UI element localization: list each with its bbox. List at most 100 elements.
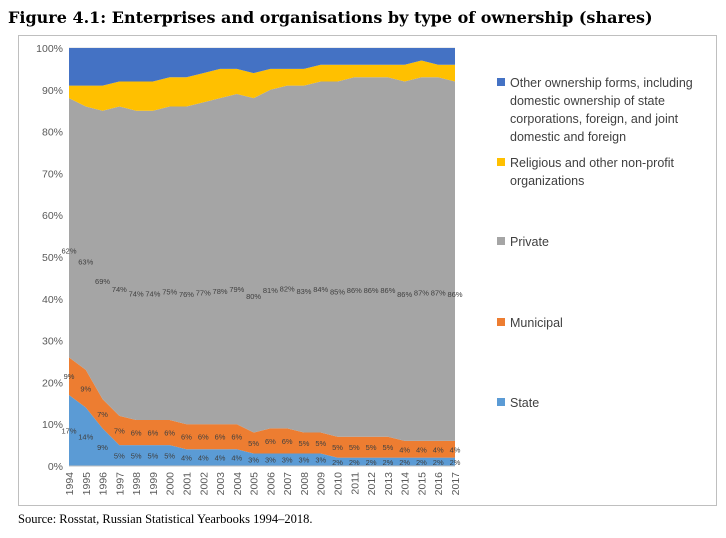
area-series-3 (69, 60, 455, 111)
data-label: 7% (114, 426, 125, 435)
data-label: 74% (129, 289, 144, 298)
legend-item: State (497, 394, 726, 412)
data-label: 5% (147, 452, 158, 461)
x-tick-label: 2001 (181, 472, 193, 496)
data-label: 86% (397, 290, 412, 299)
data-label: 75% (162, 288, 177, 297)
data-label: 6% (265, 437, 276, 446)
data-label: 86% (447, 290, 462, 299)
data-label: 5% (349, 443, 360, 452)
data-label: 78% (213, 287, 228, 296)
legend-swatch (497, 237, 505, 245)
data-label: 2% (416, 458, 427, 467)
data-label: 5% (299, 439, 310, 448)
data-label: 63% (78, 258, 93, 267)
x-tick-label: 2009 (316, 472, 328, 496)
data-label: 9% (97, 443, 108, 452)
x-tick-label: 1994 (64, 472, 76, 496)
data-label: 4% (181, 454, 192, 463)
x-tick-label: 2000 (165, 472, 177, 496)
data-label: 62% (61, 247, 76, 256)
data-label: 4% (450, 445, 461, 454)
x-tick-label: 1997 (114, 472, 126, 496)
data-label: 5% (315, 439, 326, 448)
data-label: 6% (282, 437, 293, 446)
area-series-4 (69, 48, 455, 86)
x-tick-label: 2010 (333, 472, 345, 496)
legend-item: Municipal (497, 314, 726, 332)
data-label: 85% (330, 288, 345, 297)
data-label: 5% (248, 439, 259, 448)
data-label: 86% (380, 286, 395, 295)
legend-label: Municipal (510, 316, 563, 330)
x-tick-label: 2008 (299, 472, 311, 496)
x-tick-label: 2012 (366, 472, 378, 496)
chart-frame: 0% 10% 20% 30% 40% 50% 60% 70% 80% 90% 100% 17% 14% 9… (18, 35, 717, 506)
x-tick-label: 1996 (98, 472, 110, 496)
area-series-2 (69, 77, 455, 441)
y-tick-label: 0% (48, 461, 63, 473)
y-tick-label: 100% (36, 43, 63, 55)
source-note: Source: Rosstat, Russian Statistical Yea… (18, 512, 313, 526)
data-label: 76% (179, 290, 194, 299)
data-label: 2% (450, 458, 461, 467)
x-tick-label: 2003 (215, 472, 227, 496)
data-label: 79% (229, 285, 244, 294)
legend-item: Other ownership forms, including domesti… (497, 74, 726, 146)
data-label: 4% (416, 445, 427, 454)
data-label: 3% (315, 456, 326, 465)
x-tick-label: 2017 (450, 472, 462, 496)
data-label: 74% (112, 285, 127, 294)
data-label: 86% (364, 286, 379, 295)
legend-label: Other ownership forms, including domesti… (510, 76, 693, 144)
data-label: 2% (349, 458, 360, 467)
x-tick-label: 2011 (349, 472, 361, 495)
data-label: 5% (114, 452, 125, 461)
x-tick-label: 1995 (81, 472, 93, 496)
data-label: 84% (313, 285, 328, 294)
x-tick-label: 2006 (265, 472, 277, 496)
x-tick-label: 2013 (383, 472, 395, 496)
data-label: 6% (131, 429, 142, 438)
data-label: 3% (248, 456, 259, 465)
legend-swatch (497, 158, 505, 166)
y-tick-label: 90% (42, 85, 63, 97)
data-label: 2% (366, 458, 377, 467)
y-tick-label: 80% (42, 127, 63, 139)
data-label: 83% (296, 287, 311, 296)
y-tick-label: 10% (42, 419, 63, 431)
x-tick-label: 1999 (148, 472, 160, 496)
data-label: 2% (332, 458, 343, 467)
y-tick-label: 50% (42, 252, 63, 264)
data-label: 4% (399, 445, 410, 454)
data-label: 6% (198, 433, 209, 442)
legend-label: Religious and other non-profit organizat… (510, 156, 674, 188)
data-label: 3% (265, 456, 276, 465)
x-tick-label: 2005 (249, 472, 261, 496)
legend-label: State (510, 396, 540, 410)
data-label: 5% (382, 443, 393, 452)
data-label: 5% (366, 443, 377, 452)
data-label: 6% (147, 429, 158, 438)
legend-item: Religious and other non-profit organizat… (497, 154, 726, 190)
data-label: 9% (80, 385, 91, 394)
figure-title: Figure 4.1: Enterprises and organisation… (8, 8, 653, 27)
legend-label: Private (510, 235, 549, 249)
data-label: 3% (282, 456, 293, 465)
data-label: 87% (431, 288, 446, 297)
data-label: 2% (382, 458, 393, 467)
legend-swatch (497, 318, 505, 326)
data-label: 3% (299, 456, 310, 465)
y-tick-label: 40% (42, 294, 63, 306)
legend-swatch (497, 398, 505, 406)
data-label: 86% (347, 286, 362, 295)
data-label: 4% (215, 454, 226, 463)
data-label: 69% (95, 277, 110, 286)
legend-item: Private (497, 233, 726, 251)
x-tick-label: 2004 (232, 472, 244, 496)
x-tick-label: 2014 (400, 472, 412, 496)
y-tick-label: 70% (42, 168, 63, 180)
x-tick-label: 1998 (131, 472, 143, 496)
data-label: 81% (263, 286, 278, 295)
data-label: 2% (399, 458, 410, 467)
